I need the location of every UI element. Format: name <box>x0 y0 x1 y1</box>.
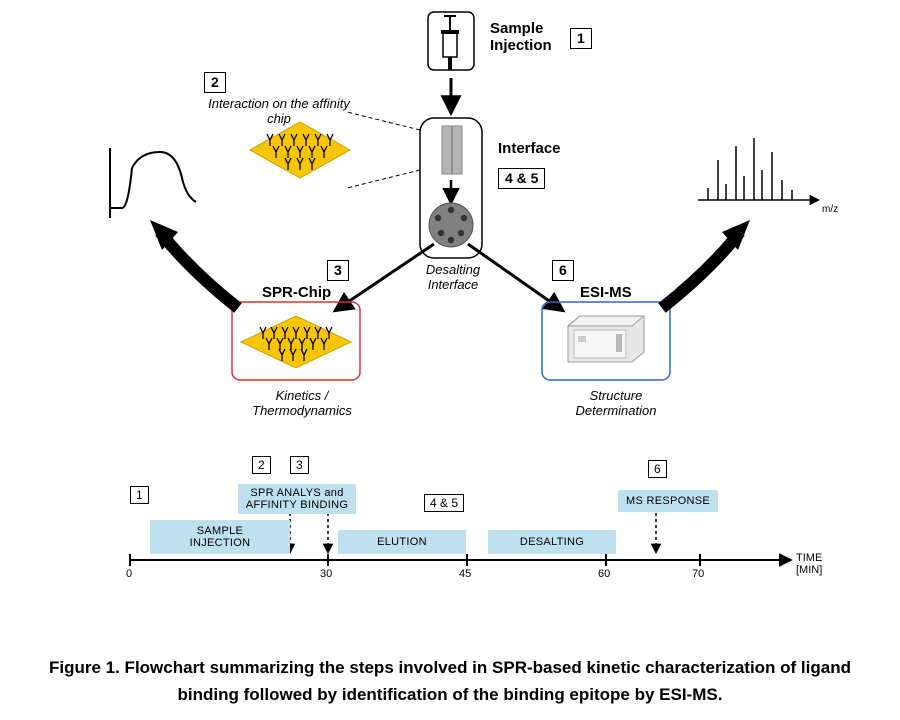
step-box-3: 3 <box>327 260 349 281</box>
label-desalting-interface: Desalting Interface <box>420 262 486 292</box>
label-mz: m/z <box>822 204 838 215</box>
label-sample-injection: Sample Injection <box>490 20 552 54</box>
tl-bar-ms-response: MS RESPONSE <box>618 490 718 512</box>
tl-step-1: 1 <box>130 486 149 504</box>
tl-bar-elution: ELUTION <box>338 530 466 554</box>
label-interaction-chip: Interaction on the affinity chip <box>204 96 354 126</box>
step-box-1: 1 <box>570 28 592 49</box>
label-time-unit: TIME [MIN] <box>796 552 822 576</box>
tl-bar-sample-injection: SAMPLE INJECTION <box>150 520 290 554</box>
tick-45: 45 <box>459 568 471 580</box>
tick-30: 30 <box>320 568 332 580</box>
label-kinetics: Kinetics / Thermodynamics <box>242 388 362 418</box>
tl-step-45: 4 & 5 <box>424 494 464 512</box>
figure-canvas: 1 Sample Injection 2 Interaction on the … <box>0 0 900 720</box>
tl-step-3: 3 <box>290 456 309 474</box>
step-box-45: 4 & 5 <box>498 168 545 189</box>
tl-bar-spr-analysis: SPR ANALYS and AFFINITY BINDING <box>238 484 356 514</box>
label-spr-chip: SPR-Chip <box>262 284 331 301</box>
tl-bar-desalting: DESALTING <box>488 530 616 554</box>
label-esi-ms: ESI-MS <box>580 284 632 301</box>
tl-step-6: 6 <box>648 460 667 478</box>
tl-step-2: 2 <box>252 456 271 474</box>
diagram-svg <box>0 0 900 720</box>
step-box-6: 6 <box>552 260 574 281</box>
label-interface: Interface <box>498 140 561 157</box>
tick-60: 60 <box>598 568 610 580</box>
step-box-2: 2 <box>204 72 226 93</box>
figure-caption: Figure 1. Flowchart summarizing the step… <box>30 655 870 708</box>
label-structure: Structure Determination <box>556 388 676 418</box>
tick-70: 70 <box>692 568 704 580</box>
tick-0: 0 <box>126 568 132 580</box>
